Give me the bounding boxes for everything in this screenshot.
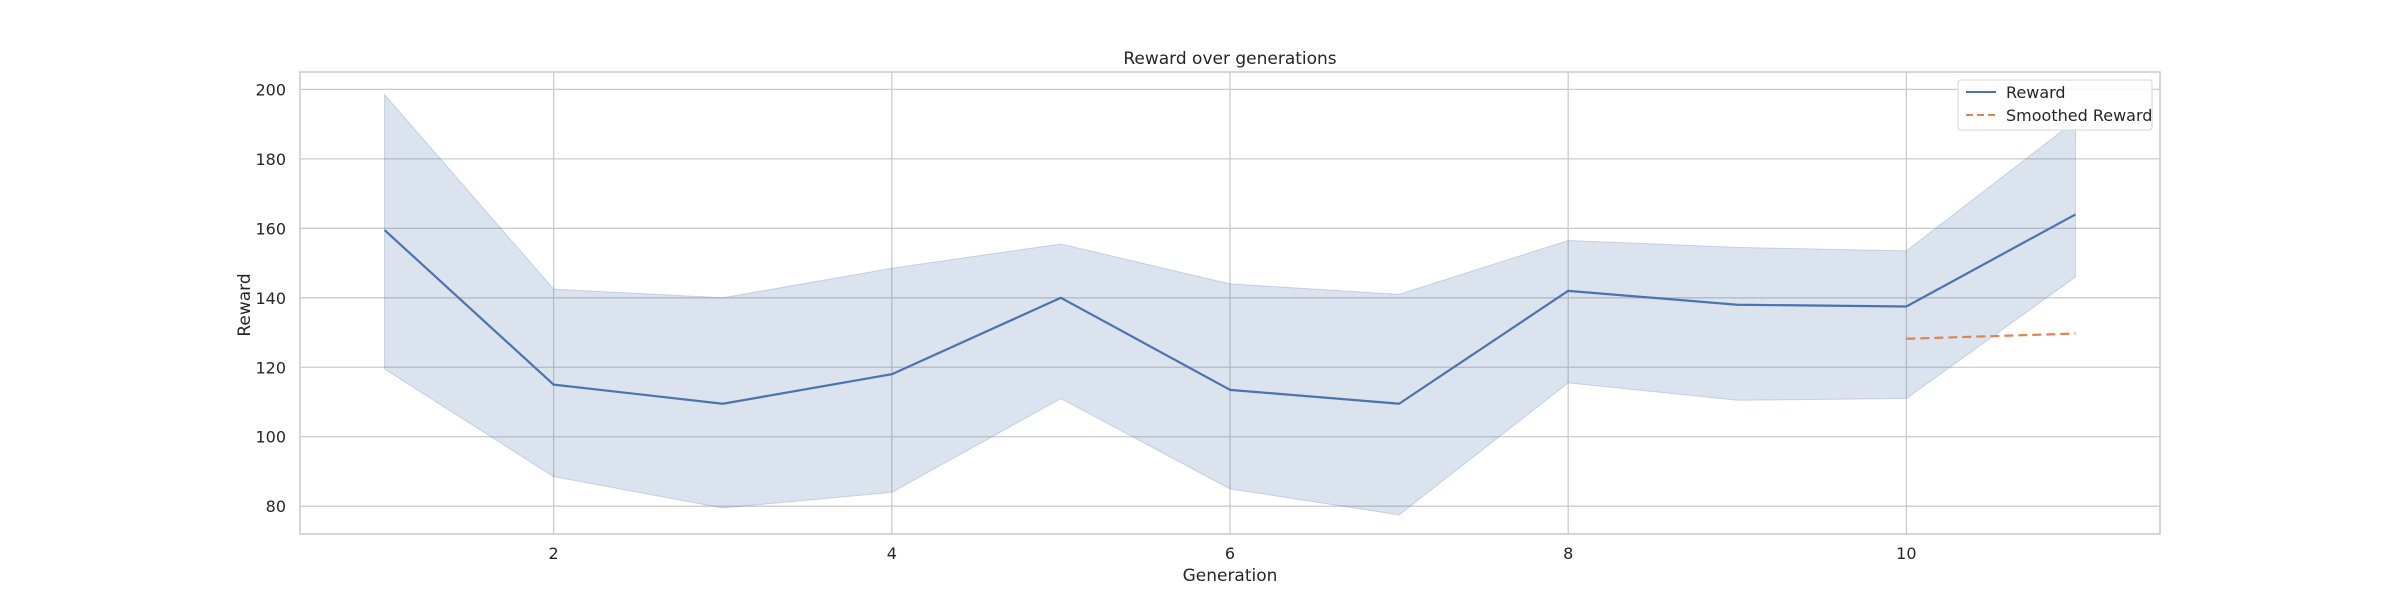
y-tick-labels: 80 100 120 140 160 180 200 (255, 80, 286, 516)
y-tick-label: 200 (255, 80, 286, 99)
y-tick-label: 160 (255, 219, 286, 238)
y-tick-label: 80 (266, 497, 286, 516)
x-tick-label: 8 (1563, 544, 1573, 563)
series-line-smoothed-reward (1906, 332, 2076, 340)
x-tick-labels: 2 4 6 8 10 (549, 544, 1917, 563)
x-axis-title: Generation (1183, 566, 1278, 586)
legend-label-reward: Reward (2006, 83, 2066, 102)
y-tick-label: 120 (255, 358, 286, 377)
confidence-bands (384, 93, 2076, 516)
legend-label-smoothed-reward: Smoothed Reward (2006, 106, 2152, 125)
y-tick-label: 180 (255, 150, 286, 169)
legend-box (1957, 79, 2153, 131)
legend: Reward Smoothed Reward (1957, 79, 2153, 131)
series-lines (383, 213, 2076, 405)
grid-lines (300, 72, 2160, 534)
x-tick-label: 6 (1225, 544, 1235, 563)
y-tick-label: 140 (255, 289, 286, 308)
x-tick-label: 2 (549, 544, 559, 563)
x-tick-label: 10 (1896, 544, 1916, 563)
plot-frame (299, 71, 2161, 535)
confidence-band-reward (384, 93, 2076, 516)
chart-title: Reward over generations (1123, 49, 1336, 69)
y-tick-label: 100 (255, 428, 286, 447)
series-line-reward (383, 213, 2076, 405)
x-tick-label: 4 (887, 544, 897, 563)
y-axis-title: Reward (235, 273, 255, 336)
